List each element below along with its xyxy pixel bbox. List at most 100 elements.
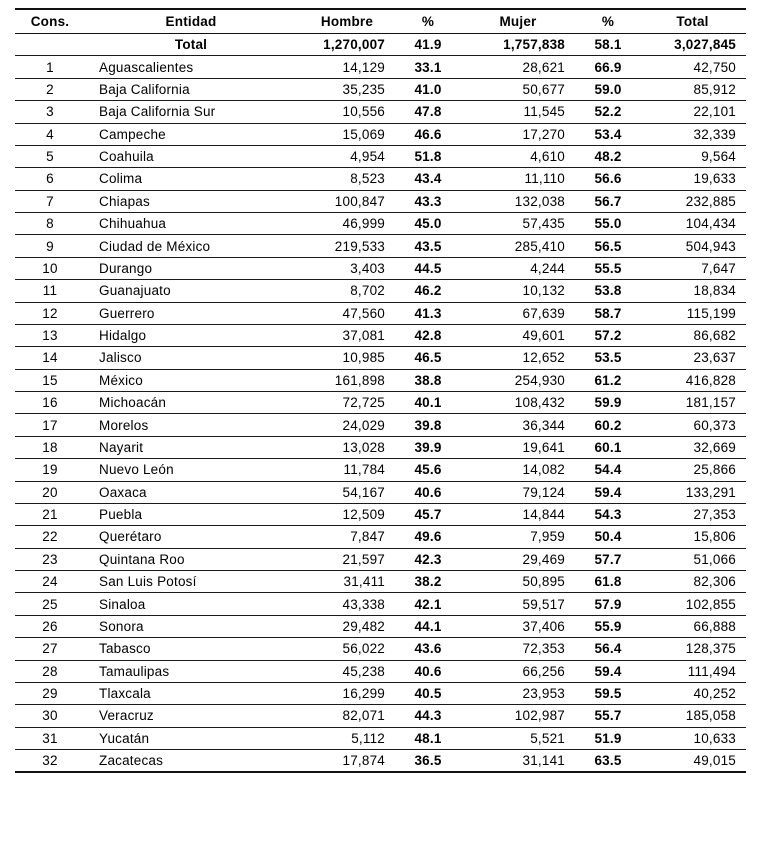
cell-entidad: Sinaloa (99, 596, 146, 612)
cell-hombre: 219,533 (334, 238, 385, 254)
total-cell-total: 3,027,845 (674, 37, 736, 53)
cell-total: 185,058 (685, 708, 736, 724)
table-row: 11 Guanajuato 8,702 46.2 10,132 53.8 18,834 (15, 280, 746, 302)
cell-cons: 7 (46, 193, 54, 209)
cell-pct-hombre: 46.2 (414, 283, 442, 299)
cell-hombre: 12,509 (342, 507, 385, 523)
cell-total: 82,306 (693, 574, 736, 590)
total-cell-pct-mujer: 58.1 (594, 37, 622, 53)
cell-total: 18,834 (693, 283, 736, 299)
cell-cons: 19 (42, 462, 58, 478)
cell-pct-hombre: 45.6 (414, 462, 442, 478)
table-row: 19 Nuevo León 11,784 45.6 14,082 54.4 25,866 (15, 459, 746, 481)
cell-total: 49,015 (693, 753, 736, 769)
cell-mujer: 102,987 (514, 708, 565, 724)
table-row: 15 México 161,898 38.8 254,930 61.2 416,828 (15, 369, 746, 392)
cell-mujer: 49,601 (522, 328, 565, 344)
total-cell-pct-hombre: 41.9 (414, 37, 442, 53)
table-row: 6 Colima 8,523 43.4 11,110 56.6 19,633 (15, 168, 746, 191)
cell-mujer: 28,621 (522, 59, 565, 75)
cell-pct-hombre: 45.0 (414, 216, 442, 232)
cell-total: 32,669 (693, 439, 736, 455)
table-row: 16 Michoacán 72,725 40.1 108,432 59.9 181,157 (15, 392, 746, 414)
cell-entidad: Tabasco (99, 641, 151, 657)
cell-pct-hombre: 42.1 (414, 596, 442, 612)
cell-mujer: 17,270 (522, 126, 565, 142)
table-row: 2 Baja California 35,235 41.0 50,677 59.0 85,9… (15, 78, 746, 101)
col-header-pct-hombre: % (421, 14, 435, 29)
cell-cons: 25 (42, 596, 58, 612)
cell-total: 19,633 (693, 171, 736, 187)
cell-cons: 27 (42, 641, 58, 657)
cell-cons: 26 (42, 618, 58, 634)
cell-hombre: 35,235 (342, 81, 385, 97)
table-row: 10 Durango 3,403 44.5 4,244 55.5 7,647 (15, 257, 746, 280)
cell-mujer: 67,639 (522, 305, 565, 321)
cell-pct-mujer: 66.9 (594, 59, 622, 75)
cell-entidad: Hidalgo (99, 328, 147, 344)
cell-pct-mujer: 54.4 (594, 462, 622, 478)
cell-total: 181,157 (685, 395, 736, 411)
cell-pct-hombre: 51.8 (414, 149, 442, 165)
cell-entidad: Tlaxcala (99, 686, 151, 702)
cell-pct-mujer: 56.5 (594, 238, 622, 254)
cell-mujer: 14,844 (522, 507, 565, 523)
table-row: 22 Querétaro 7,847 49.6 7,959 50.4 15,806 (15, 526, 746, 549)
cell-pct-mujer: 59.4 (594, 663, 622, 679)
cell-pct-hombre: 40.5 (414, 686, 442, 702)
cell-pct-hombre: 46.6 (414, 126, 442, 142)
cell-pct-mujer: 55.0 (594, 216, 622, 232)
cell-total: 115,199 (686, 305, 736, 321)
table-row: 28 Tamaulipas 45,238 40.6 66,256 59.4 111,494 (15, 660, 746, 683)
cell-pct-mujer: 56.6 (594, 171, 622, 187)
cell-pct-mujer: 56.7 (594, 193, 622, 209)
cell-entidad: Ciudad de México (99, 238, 211, 254)
cell-pct-hombre: 41.3 (414, 305, 442, 321)
cell-hombre: 10,556 (342, 104, 385, 120)
cell-pct-hombre: 47.8 (414, 104, 442, 120)
table-row: 13 Hidalgo 37,081 42.8 49,601 57.2 86,682 (15, 324, 746, 347)
cell-pct-hombre: 42.8 (414, 328, 442, 344)
cell-mujer: 36,344 (522, 417, 565, 433)
cell-mujer: 4,244 (530, 260, 565, 276)
cell-entidad: Tamaulipas (99, 663, 170, 679)
cell-pct-mujer: 59.0 (594, 81, 622, 97)
cell-cons: 3 (46, 104, 54, 120)
cell-cons: 8 (46, 216, 54, 232)
cell-pct-hombre: 46.5 (414, 350, 442, 366)
cell-pct-hombre: 43.5 (414, 238, 442, 254)
cell-pct-hombre: 39.9 (414, 439, 442, 455)
table-row: 9 Ciudad de México 219,533 43.5 285,410 56.5 5… (15, 235, 746, 258)
col-header-cons: Cons. (30, 14, 70, 29)
cell-cons: 12 (42, 305, 58, 321)
cell-entidad: Chihuahua (99, 216, 167, 232)
cell-mujer: 37,406 (522, 618, 565, 634)
table-row: 8 Chihuahua 46,999 45.0 57,435 55.0 104,434 (15, 213, 746, 235)
cell-total: 25,866 (693, 462, 736, 478)
cell-hombre: 11,784 (343, 462, 385, 478)
table-header: Cons. Entidad Hombre % Mujer % Total (15, 9, 746, 34)
cell-cons: 9 (46, 238, 54, 254)
cell-pct-mujer: 63.5 (594, 753, 622, 769)
col-header-hombre: Hombre (320, 14, 374, 29)
cell-pct-hombre: 49.6 (414, 529, 442, 545)
cell-pct-mujer: 61.8 (594, 574, 622, 590)
cell-cons: 4 (46, 126, 54, 142)
cell-pct-hombre: 44.3 (414, 708, 442, 724)
cell-total: 104,434 (685, 216, 736, 232)
cell-pct-mujer: 59.9 (594, 395, 622, 411)
cell-pct-mujer: 56.4 (594, 641, 622, 657)
cell-hombre: 3,403 (350, 260, 385, 276)
cell-pct-hombre: 33.1 (414, 59, 442, 75)
cell-mujer: 14,082 (522, 462, 565, 478)
table-row: 18 Nayarit 13,028 39.9 19,641 60.1 32,669 (15, 436, 746, 459)
cell-mujer: 23,953 (522, 686, 565, 702)
cell-pct-hombre: 39.8 (414, 417, 442, 433)
cell-mujer: 108,432 (514, 395, 565, 411)
cell-mujer: 12,652 (522, 350, 565, 366)
cell-total: 42,750 (693, 59, 736, 75)
cell-entidad: Oaxaca (99, 484, 147, 500)
cell-total: 86,682 (693, 328, 736, 344)
total-cell-mujer: 1,757,838 (503, 37, 565, 53)
table-row: 14 Jalisco 10,985 46.5 12,652 53.5 23,637 (15, 347, 746, 370)
